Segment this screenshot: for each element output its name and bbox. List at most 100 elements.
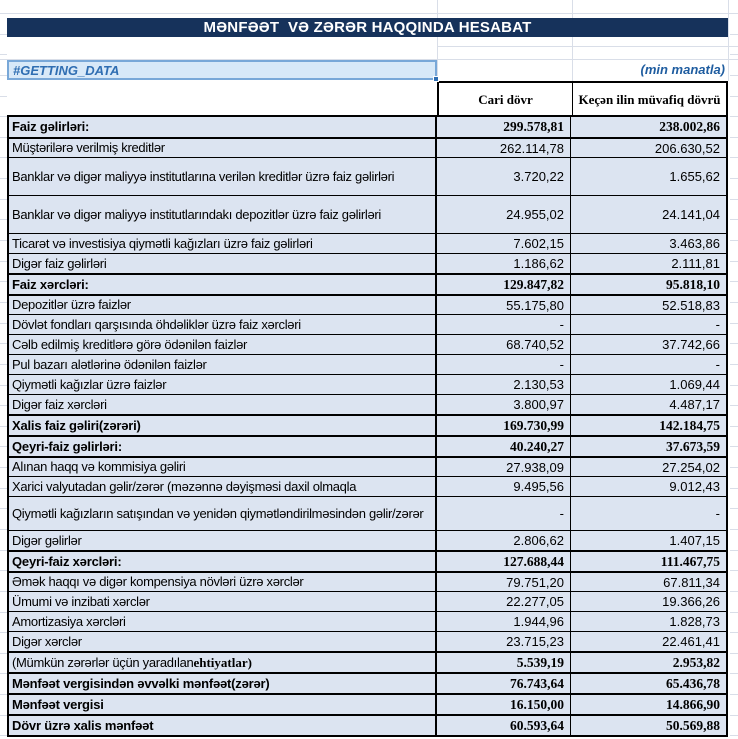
row-label[interactable]: (Mümkün zərərlər üçün yaradılan ehtiyatl… (9, 653, 437, 672)
row-label[interactable]: Xalis faiz gəliri(zərəri) (9, 416, 437, 435)
row-value-previous[interactable]: 24.141,04 (662, 207, 720, 222)
row-value-current[interactable]: 79.751,20 (437, 573, 571, 591)
row-value-previous[interactable]: 2.953,82 (672, 654, 720, 670)
row-label[interactable]: Depozitlər üzrə faizlər (9, 296, 437, 314)
row-label[interactable]: Müştərilərə verilmiş kreditlər (9, 139, 437, 157)
row-value-current[interactable]: 2.130,53 (437, 375, 571, 394)
row-value-current[interactable]: - (437, 497, 571, 530)
row-label[interactable]: Alınan haqq və kommisiya gəliri (9, 458, 437, 476)
row-value-previous[interactable]: 27.254,02 (662, 459, 720, 475)
row-label[interactable]: Qeyri-faiz xərcləri: (9, 552, 437, 571)
row-label[interactable]: Mənfəət vergisindən əvvəlki mənfəət(zərə… (9, 674, 437, 693)
row-value-previous[interactable]: 67.811,34 (663, 574, 720, 590)
row-label[interactable]: Ticarət və investisiya qiymətli kağızlar… (9, 234, 437, 253)
row-value-current[interactable]: 3.800,97 (437, 395, 571, 414)
row-value-previous[interactable]: 19.366,26 (662, 594, 720, 609)
row-value-current[interactable]: 1.186,62 (437, 254, 571, 273)
row-label[interactable]: Cəlb edilmiş kreditlərə görə ödənilən fa… (9, 335, 437, 354)
row-label[interactable]: Ümumi və inzibati xərclər (9, 592, 437, 611)
table-row: Banklar və digər maliyyə institutlarında… (9, 195, 726, 233)
table-row: Qiymətli kağızlar üzrə faizlər 2.130,53 1.… (9, 374, 726, 394)
row-value-current[interactable]: 40.240,27 (437, 437, 571, 456)
row-value-previous[interactable]: 1.828,73 (669, 614, 720, 629)
row-label[interactable]: Mənfəət vergisi (9, 695, 437, 714)
row-label[interactable]: Digər faiz xərcləri (9, 395, 437, 414)
row-value-current[interactable]: 27.938,09 (437, 458, 571, 476)
table-row: Dövlət fondları qarşısında öhdəliklər üz… (9, 314, 726, 334)
row-label[interactable]: Dövr üzrə xalis mənfəət (9, 716, 437, 735)
row-value-current[interactable]: 76.743,64 (437, 674, 571, 693)
row-value-current[interactable]: 7.602,15 (437, 234, 571, 253)
row-value-current[interactable]: 299.578,81 (437, 117, 571, 137)
row-value-previous[interactable]: 22.461,41 (662, 634, 720, 649)
row-value-previous[interactable]: 3.463,86 (669, 236, 720, 251)
row-value-current[interactable]: 262.114,78 (437, 139, 571, 157)
row-value-current[interactable]: 127.688,44 (437, 552, 571, 571)
row-value-previous[interactable]: 1.655,62 (669, 169, 720, 184)
row-value-previous[interactable]: 142.184,75 (659, 417, 720, 433)
row-value-current[interactable]: 169.730,99 (437, 416, 571, 435)
row-value-previous[interactable]: 2.111,81 (671, 256, 720, 271)
row-value-previous[interactable]: 95.818,10 (666, 276, 720, 292)
row-label[interactable]: Digər faiz gəlirləri (9, 254, 437, 273)
row-value-previous[interactable]: - (715, 506, 720, 521)
row-value-previous[interactable]: - (715, 317, 720, 332)
column-header-current[interactable]: Cari dövr (439, 83, 573, 115)
row-value-current[interactable]: 1.944,96 (437, 612, 571, 631)
row-value-previous[interactable]: 206.630,52 (654, 140, 720, 156)
row-label[interactable]: Digər xərclər (9, 632, 437, 651)
row-label[interactable]: Banklar və digər maliyyə institutlarında… (9, 196, 437, 233)
row-value-current[interactable]: 16.150,00 (437, 695, 571, 714)
row-value-previous[interactable]: 52.518,83 (662, 297, 720, 313)
row-value-previous[interactable]: 238.002,86 (659, 119, 720, 134)
row-value-current[interactable]: 60.593,64 (437, 716, 571, 735)
row-label[interactable]: Xarici valyutadan gəlir/zərər (məzənnə d… (9, 477, 437, 496)
row-value-current[interactable]: - (437, 355, 571, 374)
row-label[interactable]: Faiz gəlirləri: (9, 117, 437, 137)
row-value-current[interactable]: 2.806,62 (437, 531, 571, 550)
row-value-previous[interactable]: 111.467,75 (660, 553, 720, 569)
row-value-current[interactable]: 55.175,80 (437, 296, 571, 314)
row-value-previous[interactable]: 50.569,88 (666, 717, 720, 733)
row-value-previous[interactable]: 1.069,44 (669, 377, 720, 392)
row-label[interactable]: Faiz xərcləri: (9, 275, 437, 294)
row-value-current[interactable]: - (437, 315, 571, 334)
row-value-current[interactable]: 68.740,52 (437, 335, 571, 354)
report-title: MƏNFƏƏT VƏ ZƏRƏR HAQQINDA HESABAT (203, 19, 532, 36)
row-value-previous[interactable]: 65.436,78 (666, 675, 720, 691)
row-value-previous[interactable]: 1.407,15 (669, 533, 720, 548)
row-label[interactable]: Əmək haqqı və digər kompensiya növləri ü… (9, 573, 437, 591)
row-label[interactable]: Banklar və digər maliyyə institutlarına … (9, 158, 437, 195)
row-value-previous[interactable]: 4.487,17 (669, 397, 720, 412)
row-label[interactable]: Digər gəlirlər (9, 531, 437, 550)
row-label[interactable]: Qiymətli kağızların satışından və yenidə… (9, 497, 437, 530)
row-value-previous[interactable]: 37.673,59 (666, 438, 720, 454)
row-value-previous[interactable]: 37.742,66 (662, 337, 720, 352)
table-row: Digər xərclər 23.715,23 22.461,41 (9, 631, 726, 651)
table-row: Depozitlər üzrə faizlər 55.175,80 52.518,8… (9, 294, 726, 314)
row-value-previous[interactable]: 14.866,90 (666, 696, 720, 712)
report-title-bar: MƏNFƏƏT VƏ ZƏRƏR HAQQINDA HESABAT (7, 18, 728, 37)
selection-fill-handle[interactable] (433, 76, 439, 82)
row-value-current[interactable]: 3.720,22 (437, 158, 571, 195)
row-value-current[interactable]: 9.495,56 (437, 477, 571, 496)
row-label[interactable]: Pul bazarı alətlərinə ödənilən faizlər (9, 355, 437, 374)
row-label[interactable]: Qiymətli kağızlar üzrə faizlər (9, 375, 437, 394)
row-label[interactable]: Amortizasiya xərcləri (9, 612, 437, 631)
row-value-current[interactable]: 5.539,19 (437, 653, 571, 672)
table-row: Banklar və digər maliyyə institutlarına … (9, 157, 726, 195)
row-value-current[interactable]: 129.847,82 (437, 275, 571, 294)
column-header-previous[interactable]: Keçən ilin müvafiq dövrü (578, 91, 721, 107)
row-label[interactable]: Dövlət fondları qarşısında öhdəliklər üz… (9, 315, 437, 334)
row-value-current[interactable]: 24.955,02 (437, 196, 571, 233)
row-value-previous[interactable]: 9.012,43 (669, 479, 720, 494)
getting-data-cell[interactable]: #GETTING_DATA (7, 60, 437, 80)
row-value-current[interactable]: 23.715,23 (437, 632, 571, 651)
table-row: Əmək haqqı və digər kompensiya növləri ü… (9, 571, 726, 591)
row-value-previous[interactable]: - (715, 357, 720, 372)
table-row: Cəlb edilmiş kreditlərə görə ödənilən fa… (9, 334, 726, 354)
row-value-current[interactable]: 22.277,05 (437, 592, 571, 611)
row-label[interactable]: Qeyri-faiz gəlirləri: (9, 437, 437, 456)
table-header: Cari dövr Keçən ilin müvafiq dövrü (437, 81, 728, 115)
